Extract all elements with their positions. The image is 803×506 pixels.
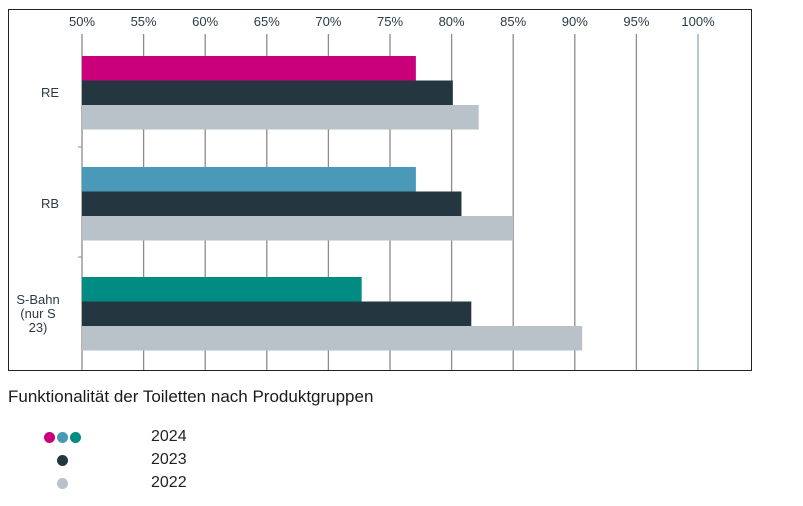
legend-marker [57,455,68,466]
x-tick-label: 80% [439,14,465,29]
category-label: S-Bahn [16,292,59,307]
bar-2024-2 [82,277,362,302]
legend-label-2024: 2024 [151,428,187,445]
x-tick-label: 95% [623,14,649,29]
bar-2024-1 [82,167,416,192]
bar-2022-0 [82,105,479,130]
legend-marker [44,432,55,443]
x-tick-label: 55% [131,14,157,29]
x-tick-label: 90% [562,14,588,29]
category-label: (nur S [20,306,56,321]
legend-marker [57,432,68,443]
x-tick-label: 100% [681,14,715,29]
x-tick-label: 60% [192,14,218,29]
bar-2024-0 [82,56,416,81]
x-tick-label: 85% [500,14,526,29]
x-tick-label: 75% [377,14,403,29]
category-label: RE [41,85,59,100]
bar-2023-0 [82,80,453,105]
category-label: 23) [29,320,48,335]
legend-item-2024: 2024 [0,428,300,448]
bar-2022-1 [82,216,514,241]
bar-2022-2 [82,326,583,351]
bar-2023-1 [82,191,462,216]
bar-chart: 50% 55% 60% 65% 70% 75% 80% 85% 90% 95% 100% RE RB S-… [8,9,752,371]
x-tick-label: 65% [254,14,280,29]
legend-label-2023: 2023 [151,451,187,468]
legend-item-2022: 2022 [0,474,300,494]
x-tick-label: 70% [315,14,341,29]
legend-label-2022: 2022 [151,474,187,491]
bar-2023-2 [82,301,472,326]
category-label: RB [41,196,59,211]
x-tick-label: 50% [69,14,95,29]
legend-item-2023: 2023 [0,451,300,471]
legend-marker [57,478,68,489]
chart-caption: Funktionalität der Toiletten nach Produk… [8,387,374,406]
legend-marker [70,432,81,443]
